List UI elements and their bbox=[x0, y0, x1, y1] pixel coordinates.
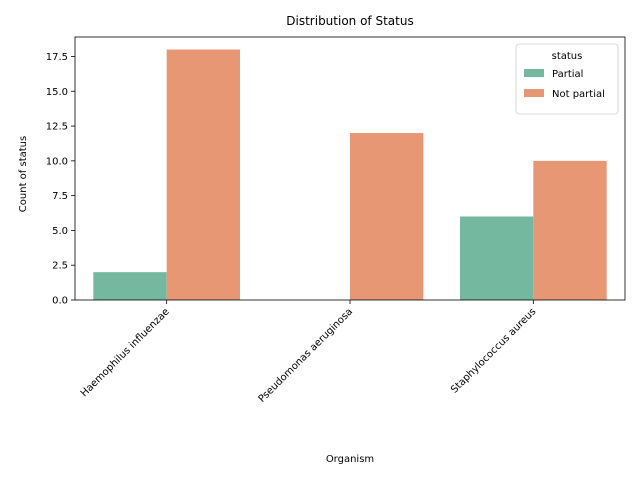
bar-not-partial bbox=[166, 49, 240, 301]
x-axis-label: Organism bbox=[326, 454, 374, 465]
y-tick-label: 15.0 bbox=[46, 87, 68, 98]
y-tick-label: 7.5 bbox=[52, 191, 68, 202]
legend-swatch-not-partial bbox=[524, 89, 544, 97]
bar-not-partial bbox=[533, 160, 607, 300]
y-tick-label: 10.0 bbox=[46, 156, 68, 167]
y-tick-label: 5.0 bbox=[52, 226, 68, 237]
y-tick-label: 0.0 bbox=[52, 296, 68, 307]
legend-label-partial: Partial bbox=[552, 69, 583, 80]
y-tick-label: 2.5 bbox=[52, 261, 68, 272]
chart-title: Distribution of Status bbox=[286, 14, 413, 28]
x-tick-label: Pseudomonas aeruginosa bbox=[257, 306, 356, 405]
bar-partial bbox=[460, 216, 534, 300]
bar-not-partial bbox=[350, 133, 424, 300]
legend-swatch-partial bbox=[524, 69, 544, 77]
legend-label-not-partial: Not partial bbox=[552, 89, 605, 100]
y-axis-label: Count of status bbox=[18, 136, 29, 212]
legend: status Partial Not partial bbox=[515, 43, 619, 115]
x-tick-label: Staphylococcus aureus bbox=[449, 306, 538, 395]
bar-partial bbox=[93, 272, 167, 300]
y-tick-label: 17.5 bbox=[46, 52, 68, 63]
y-tick-label: 12.5 bbox=[46, 122, 68, 133]
axes-frame bbox=[74, 36, 626, 301]
legend-title: status bbox=[552, 51, 583, 62]
x-tick-label: Haemophilus influenzae bbox=[79, 306, 172, 399]
